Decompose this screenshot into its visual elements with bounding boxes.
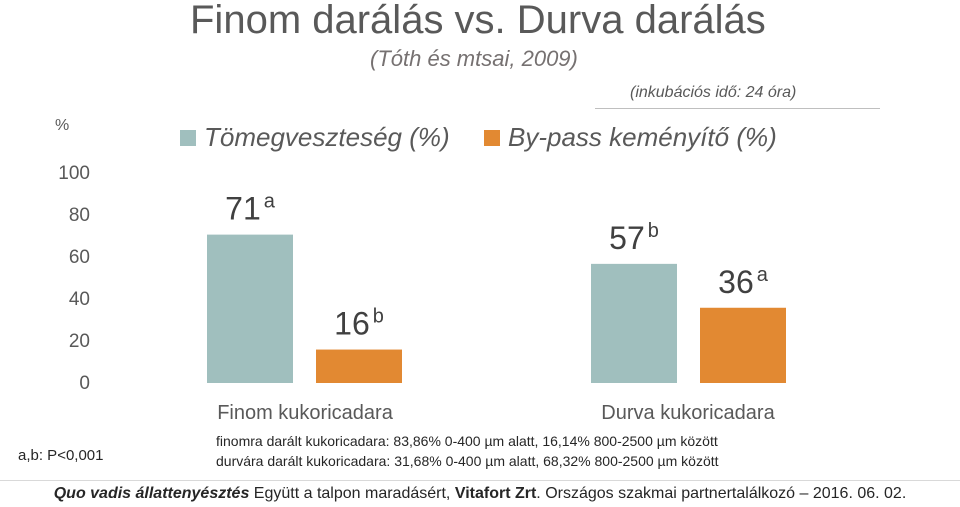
y-tick-label: 60 (68, 247, 90, 268)
incubation-note: (inkubációs idő: 24 óra) (630, 84, 797, 101)
bar (207, 234, 293, 383)
footer: Quo vadis állattenyésztés Együtt a talpo… (0, 485, 960, 503)
subtitle: (Tóth és mtsai, 2009) (370, 46, 578, 71)
legend-item-mass-loss: Tömegveszteség (%) (180, 122, 450, 153)
data-label: 36 a (718, 264, 769, 300)
category-label: Finom kukoricadara (217, 402, 394, 424)
legend-swatch (180, 129, 196, 146)
legend-label: By-pass keményítő (%) (508, 122, 777, 152)
y-axis-unit: % (55, 117, 70, 134)
data-label: 16 b (334, 306, 384, 342)
page-title: Finom darálás vs. Durva darálás (190, 0, 766, 42)
footer-event-date: . Országos szakmai partnertalálkozó – 20… (536, 485, 907, 502)
y-tick-label: 0 (79, 373, 90, 394)
footer-slogan: Együtt a talpon maradásért, (249, 485, 455, 502)
bar (316, 349, 402, 383)
legend-label: Tömegveszteség (%) (204, 122, 450, 152)
note-fine-grind: finomra darált kukoricadara: 83,86% 0-40… (216, 433, 718, 449)
divider-line (595, 108, 880, 109)
bar (591, 263, 677, 383)
footer-divider (0, 480, 960, 481)
legend-swatch (484, 129, 500, 146)
bar (700, 307, 786, 383)
significance-note: a,b: P<0,001 (18, 447, 104, 464)
y-tick-label: 80 (68, 205, 90, 226)
footer-company: Vitafort Zrt (454, 485, 537, 502)
note-coarse-grind: durvára darált kukoricadara: 31,68% 0-40… (216, 453, 719, 469)
data-label: 57 b (609, 220, 659, 256)
category-label: Durva kukoricadara (601, 402, 775, 424)
data-label: 71 a (225, 191, 276, 227)
legend-item-bypass-starch: By-pass keményítő (%) (484, 122, 777, 153)
y-tick-label: 20 (68, 331, 90, 352)
y-tick-label: 40 (68, 289, 90, 310)
y-tick-label: 100 (58, 163, 90, 184)
footer-event-name: Quo vadis állattenyésztés (53, 485, 250, 502)
